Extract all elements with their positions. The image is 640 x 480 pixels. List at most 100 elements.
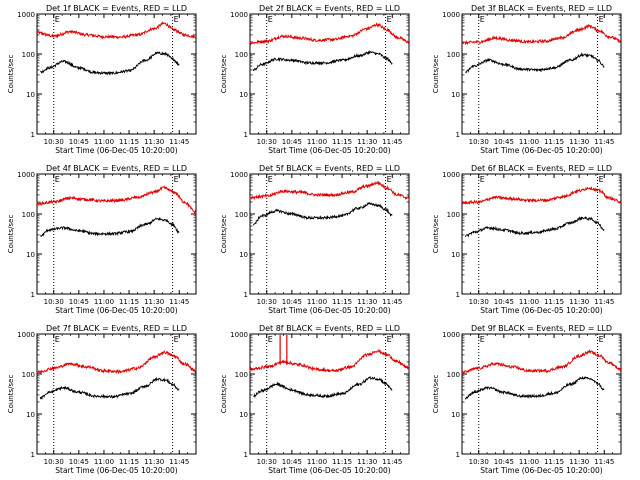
marker-label: E xyxy=(174,335,179,344)
x-tick-label: 11:15 xyxy=(119,458,139,466)
y-tick-label: 1000 xyxy=(230,11,248,19)
y-tick-label: 10 xyxy=(239,91,248,99)
series-lld xyxy=(36,21,197,40)
x-tick-label: 10:45 xyxy=(282,458,302,466)
x-tick-label: 11:15 xyxy=(332,298,352,306)
panel-det-3f: Det 3f BLACK = Events, RED = LLD 1 10 100 10… xyxy=(432,4,622,155)
panel-det-9f: Det 9f BLACK = Events, RED = LLD 1 10 100 10… xyxy=(432,324,622,475)
x-axis-label: Start Time (06-Dec-05 10:20:00) xyxy=(55,466,177,475)
x-tick-label: 11:30 xyxy=(144,298,164,306)
x-axis-label: Start Time (06-Dec-05 10:20:00) xyxy=(55,146,177,155)
marker-label: E xyxy=(55,15,60,24)
x-tick-label: 11:00 xyxy=(307,298,327,306)
y-tick-label: 100 xyxy=(22,371,35,379)
y-tick-label: 1000 xyxy=(442,331,460,339)
x-tick-label: 11:15 xyxy=(544,458,564,466)
x-tick-label: 10:30 xyxy=(469,298,489,306)
x-tick-label: 11:30 xyxy=(357,138,377,146)
y-tick-label: 10 xyxy=(451,91,460,99)
x-tick-label: 11:00 xyxy=(519,298,539,306)
series-events xyxy=(39,376,180,400)
x-tick-label: 10:30 xyxy=(469,458,489,466)
x-tick-label: 10:30 xyxy=(257,138,277,146)
marker-label: E xyxy=(599,335,604,344)
y-tick-label: 1000 xyxy=(442,171,460,179)
series-lld xyxy=(249,348,410,373)
marker-label: E xyxy=(480,335,485,344)
series-lld xyxy=(36,349,197,375)
panel-det-6f: Det 6f BLACK = Events, RED = LLD 1 10 100 10… xyxy=(432,164,622,315)
y-tick-label: 100 xyxy=(235,371,248,379)
y-tick-label: 100 xyxy=(447,51,460,59)
series-lld xyxy=(249,180,410,201)
x-tick-label: 10:45 xyxy=(282,298,302,306)
y-tick-label: 100 xyxy=(22,51,35,59)
x-tick-label: 11:00 xyxy=(519,138,539,146)
x-tick-label: 10:30 xyxy=(44,138,64,146)
x-tick-label: 10:30 xyxy=(469,138,489,146)
y-axis-label: Counts/sec xyxy=(220,375,228,414)
y-tick-label: 1 xyxy=(244,451,248,459)
x-tick-label: 11:45 xyxy=(594,298,614,306)
series-lld xyxy=(249,22,410,46)
x-tick-label: 11:00 xyxy=(94,138,114,146)
x-tick-label: 11:30 xyxy=(569,138,589,146)
x-tick-label: 10:45 xyxy=(282,138,302,146)
y-axis-label: Counts/sec xyxy=(220,215,228,254)
x-tick-label: 11:00 xyxy=(307,458,327,466)
plot-frame xyxy=(36,13,197,135)
plot-frame xyxy=(249,333,410,455)
y-axis-label: Counts/sec xyxy=(7,55,15,94)
series-events xyxy=(465,52,605,74)
y-tick-label: 1000 xyxy=(230,171,248,179)
y-axis-label: Counts/sec xyxy=(432,55,440,94)
plot-frame xyxy=(36,333,197,455)
y-tick-label: 10 xyxy=(26,411,35,419)
y-tick-label: 1000 xyxy=(230,331,248,339)
y-tick-label: 100 xyxy=(447,371,460,379)
x-tick-label: 11:00 xyxy=(519,458,539,466)
plot-frame xyxy=(36,173,197,295)
x-tick-label: 11:30 xyxy=(569,458,589,466)
x-tick-label: 11:30 xyxy=(357,458,377,466)
x-tick-label: 11:30 xyxy=(357,298,377,306)
marker-label: E xyxy=(599,15,604,24)
panel-title: Det 2f BLACK = Events, RED = LLD xyxy=(259,4,400,13)
panel-det-1f: Det 1f BLACK = Events, RED = LLD 1 10 100 10… xyxy=(7,4,197,155)
series-events xyxy=(252,50,393,72)
series-events xyxy=(464,216,605,238)
y-tick-label: 1 xyxy=(244,291,248,299)
marker-label: E xyxy=(387,15,392,24)
x-tick-label: 10:45 xyxy=(494,298,514,306)
marker-label: E xyxy=(174,175,179,184)
panel-det-2f: Det 2f BLACK = Events, RED = LLD 1 10 100 10… xyxy=(220,4,410,155)
panel-det-5f: Det 5f BLACK = Events, RED = LLD 1 10 100 10… xyxy=(220,164,410,315)
marker-label: E xyxy=(268,335,273,344)
x-tick-label: 11:45 xyxy=(382,458,402,466)
x-tick-label: 11:15 xyxy=(119,138,139,146)
y-tick-label: 1000 xyxy=(17,171,35,179)
x-tick-label: 11:15 xyxy=(332,458,352,466)
x-tick-label: 10:45 xyxy=(494,458,514,466)
x-tick-label: 11:15 xyxy=(544,298,564,306)
x-tick-label: 10:30 xyxy=(257,458,277,466)
x-tick-label: 11:45 xyxy=(594,138,614,146)
marker-label: E xyxy=(387,335,392,344)
y-tick-label: 10 xyxy=(239,411,248,419)
x-tick-label: 10:45 xyxy=(69,458,89,466)
y-axis-label: Counts/sec xyxy=(7,215,15,254)
plot-frame xyxy=(249,13,410,135)
y-tick-label: 10 xyxy=(26,91,35,99)
marker-label: E xyxy=(174,15,179,24)
y-tick-label: 1 xyxy=(31,291,35,299)
x-tick-label: 11:00 xyxy=(94,458,114,466)
plot-frame xyxy=(461,13,622,135)
y-tick-label: 100 xyxy=(22,211,35,219)
y-tick-label: 1 xyxy=(456,131,460,139)
panel-det-7f: Det 7f BLACK = Events, RED = LLD 1 10 100 10… xyxy=(7,324,197,475)
panel-title: Det 6f BLACK = Events, RED = LLD xyxy=(471,164,612,173)
y-tick-label: 10 xyxy=(26,251,35,259)
plot-frame xyxy=(461,173,622,295)
x-tick-label: 11:45 xyxy=(382,138,402,146)
x-axis-label: Start Time (06-Dec-05 10:20:00) xyxy=(480,466,602,475)
